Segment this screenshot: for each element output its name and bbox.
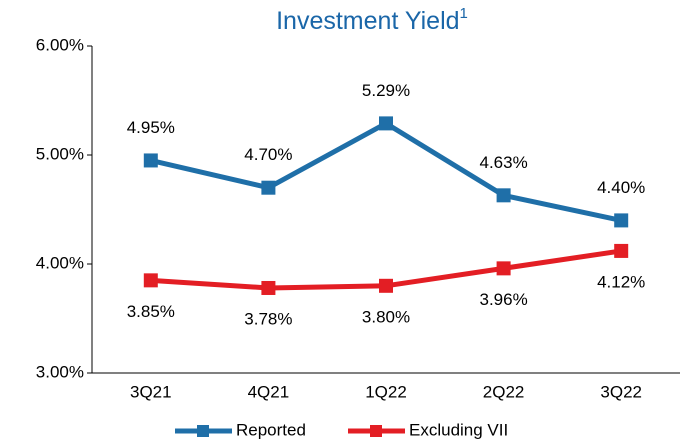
point-marker [143, 273, 158, 288]
title-note: 1 [460, 5, 468, 22]
data-label: 4.70% [244, 145, 292, 164]
data-label: 4.12% [597, 272, 645, 291]
legend-marker [370, 425, 382, 437]
point-marker [379, 116, 393, 131]
x-tick-label: 3Q21 [130, 382, 172, 401]
data-label: 3.85% [127, 302, 175, 321]
data-label: 4.95% [127, 118, 175, 137]
point-marker [143, 153, 158, 168]
point-marker [614, 213, 629, 228]
chart-title: Investment Yield1 [276, 5, 468, 35]
data-label: 3.96% [479, 290, 527, 309]
title-text: Investment Yield [276, 7, 459, 35]
y-tick-label: 5.00% [36, 144, 84, 163]
y-tick-label: 4.00% [36, 253, 84, 272]
legend-marker [197, 425, 209, 437]
point-marker [261, 180, 276, 195]
legend-label: Excluding VII [409, 420, 508, 439]
x-tick-label: 2Q22 [483, 382, 525, 401]
point-marker [496, 261, 511, 276]
point-marker [496, 188, 511, 203]
legend-label: Reported [236, 420, 306, 439]
y-tick-label: 6.00% [36, 35, 84, 54]
series-line [150, 120, 622, 223]
data-label: 3.78% [244, 309, 292, 328]
data-label: 4.63% [479, 153, 527, 172]
point-marker [261, 280, 276, 295]
point-marker [614, 243, 629, 258]
data-label: 5.29% [362, 81, 410, 100]
y-tick-label: 3.00% [36, 362, 84, 381]
x-tick-label: 4Q21 [248, 382, 290, 401]
x-tick-label: 1Q22 [365, 382, 407, 401]
point-marker [379, 278, 393, 293]
x-tick-label: 3Q22 [600, 382, 642, 401]
data-label: 4.40% [597, 178, 645, 197]
data-label: 3.80% [362, 307, 410, 326]
